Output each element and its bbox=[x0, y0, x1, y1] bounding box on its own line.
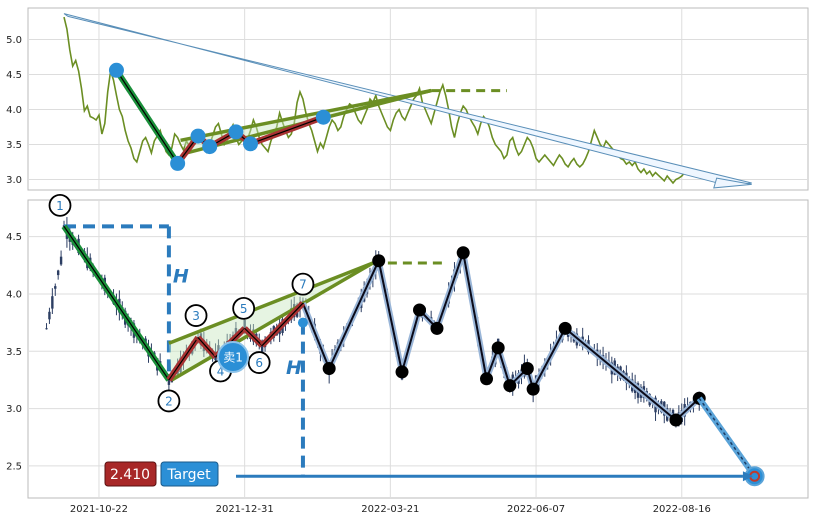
bottom-y-tick-label: 4.5 bbox=[6, 232, 22, 243]
long-trend-arrow bbox=[63, 13, 752, 187]
pivot-dot bbox=[669, 413, 683, 427]
wave-label-circle bbox=[184, 304, 208, 327]
candle-body bbox=[59, 256, 63, 265]
candle-body bbox=[54, 286, 57, 289]
candle-body bbox=[167, 376, 171, 385]
wave-core-bottom bbox=[244, 327, 263, 346]
sell-marker-label: 卖1 bbox=[223, 351, 243, 365]
wave-down-core-top bbox=[115, 69, 179, 164]
pivot-dot bbox=[480, 372, 494, 386]
pivot-dot bbox=[503, 379, 517, 393]
upper-trendline-bottom bbox=[168, 261, 374, 345]
pivot-dot bbox=[322, 361, 336, 375]
pivot-marker-top bbox=[228, 124, 244, 140]
pivot-dot bbox=[413, 303, 426, 317]
pattern-break-marker bbox=[297, 317, 308, 328]
wave-label-circle bbox=[48, 193, 72, 217]
bottom-y-tick-label: 4.0 bbox=[6, 289, 22, 300]
pivot-dot bbox=[520, 361, 534, 375]
lower-trendline-bottom bbox=[170, 261, 374, 382]
pivot-dot bbox=[372, 254, 386, 268]
pivot-dot bbox=[456, 246, 470, 260]
target-label-badge bbox=[160, 461, 219, 487]
candle-body bbox=[56, 270, 60, 276]
x-tick-label: 2022-03-21 bbox=[361, 504, 419, 515]
wave-label-circle bbox=[232, 296, 256, 320]
wave-label-1: 1 bbox=[56, 199, 64, 213]
upper-trendline-top bbox=[180, 88, 432, 143]
wave-label-7: 7 bbox=[299, 278, 307, 292]
wave-label-3: 3 bbox=[192, 309, 200, 323]
wave-label-circle bbox=[157, 389, 181, 413]
wave-label-circle bbox=[291, 272, 315, 296]
bottom-y-tick-label: 3.5 bbox=[6, 347, 22, 358]
pivot-marker-top bbox=[315, 109, 331, 125]
pivot-marker-top bbox=[242, 136, 258, 152]
wave-core-top bbox=[250, 116, 324, 145]
h-label-pattern: H bbox=[173, 266, 189, 288]
pivot-dot bbox=[526, 382, 540, 396]
top-y-tick-label: 4.0 bbox=[6, 105, 22, 116]
target-arrow-head bbox=[742, 471, 753, 482]
wave-label-4: 4 bbox=[217, 365, 225, 379]
top-y-tick-label: 4.5 bbox=[6, 70, 22, 81]
pivot-dot bbox=[395, 365, 409, 379]
pivot-dot bbox=[430, 321, 444, 335]
target-label-text: Target bbox=[166, 467, 211, 483]
pivot-marker-top bbox=[202, 139, 218, 155]
candle-body bbox=[45, 328, 48, 330]
wave-down-core-bottom bbox=[63, 226, 170, 381]
long-trend-arrow-head bbox=[713, 177, 752, 189]
wave-core-bottom bbox=[168, 337, 199, 381]
pivot-dot bbox=[491, 341, 505, 355]
x-tick-label: 2022-06-07 bbox=[507, 504, 565, 515]
target-badges: 2.410 Target bbox=[104, 461, 219, 487]
target-value-badge bbox=[104, 461, 157, 487]
pivot-marker-top bbox=[170, 155, 186, 171]
top-y-tick-label: 3.5 bbox=[6, 140, 22, 151]
wave-label-5: 5 bbox=[240, 302, 248, 316]
pivot-dot bbox=[558, 321, 572, 335]
h-label-projection: H bbox=[286, 357, 302, 379]
x-tick-label: 2021-12-31 bbox=[216, 504, 274, 515]
top-price-panel: 5.0 4.5 4.0 3.5 3.0 bbox=[6, 7, 809, 191]
wave-label-6: 6 bbox=[255, 356, 263, 370]
candle-body bbox=[51, 296, 54, 309]
target-value-text: 2.410 bbox=[110, 467, 150, 483]
bottom-y-tick-label: 2.5 bbox=[6, 461, 22, 472]
pivot-marker-top bbox=[190, 128, 206, 144]
candle-body bbox=[48, 311, 51, 320]
wave-core-bottom bbox=[261, 302, 304, 346]
top-y-tick-label: 5.0 bbox=[6, 35, 22, 46]
wave-label-circle bbox=[247, 351, 271, 374]
x-tick-label: 2021-10-22 bbox=[70, 504, 128, 515]
wave-core-bottom bbox=[197, 337, 216, 358]
x-tick-label: 2022-08-16 bbox=[653, 504, 711, 515]
pivot-marker-top bbox=[108, 62, 124, 78]
bottom-frame bbox=[27, 199, 809, 499]
candle-body bbox=[243, 319, 246, 334]
bottom-candle-panel: 4.5 4.0 3.5 3.0 2.5 2021-10-22 2021-12-31 2022-… bbox=[6, 193, 809, 515]
wave-label-2: 2 bbox=[165, 394, 173, 408]
target-projection-core bbox=[698, 397, 756, 477]
top-y-tick-label: 3.0 bbox=[6, 175, 22, 186]
candle-body bbox=[260, 340, 264, 354]
bottom-y-tick-label: 3.0 bbox=[6, 404, 22, 415]
sell-marker bbox=[217, 341, 250, 374]
